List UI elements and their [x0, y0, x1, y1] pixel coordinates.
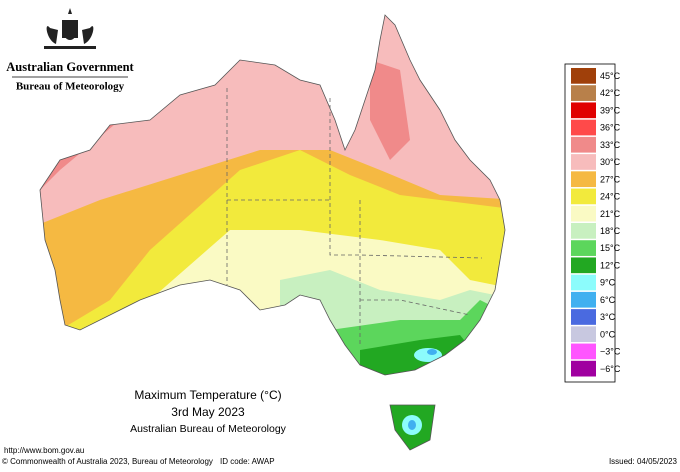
legend-swatch	[571, 291, 596, 308]
state-borders	[226, 88, 483, 345]
legend-label: 0°C	[600, 329, 616, 339]
legend-swatch	[571, 205, 596, 222]
legend-label: 15°C	[600, 243, 621, 253]
legend-swatch	[571, 240, 596, 256]
legend-label: 12°C	[600, 260, 621, 270]
footer-id: ID code: AWAP	[220, 457, 275, 466]
legend-swatch	[571, 102, 596, 119]
map-source: Australian Bureau of Meteorology	[130, 423, 287, 435]
legend-label: 27°C	[600, 174, 621, 184]
legend-label: −3°C	[600, 347, 621, 357]
legend-swatch	[571, 309, 596, 325]
legend-swatch	[571, 343, 596, 360]
legend-swatch	[571, 171, 596, 188]
coastline	[39, 14, 506, 451]
legend-label: 6°C	[600, 295, 616, 305]
legend-swatch	[571, 188, 596, 205]
legend-swatch	[571, 119, 596, 136]
map-date: 3rd May 2023	[171, 405, 245, 419]
footer-copyright: © Commonwealth of Australia 2023, Bureau…	[2, 457, 213, 466]
footer-issued: Issued: 04/05/2023	[609, 457, 678, 466]
legend-label: 24°C	[600, 192, 621, 202]
legend-label: 9°C	[600, 278, 616, 288]
legend-label: 33°C	[600, 140, 621, 150]
legend-label: 18°C	[600, 226, 621, 236]
legend-label: 21°C	[600, 209, 621, 219]
legend: 45°C 42°C 39°C 36°C 33°C 30°C 27°C 24°C 21°C 18°C…	[571, 68, 621, 377]
legend-swatch	[571, 136, 596, 153]
legend-swatch	[571, 326, 596, 343]
legend-swatch	[571, 68, 596, 84]
legend-swatch	[571, 274, 596, 291]
legend-swatch	[571, 223, 596, 239]
legend-label: 45°C	[600, 71, 621, 81]
footer-url: http://www.bom.gov.au	[4, 446, 84, 455]
government-name: Australian Government	[6, 60, 134, 74]
legend-label: −6°C	[600, 364, 621, 374]
legend-swatch	[571, 360, 596, 377]
legend-swatch	[571, 85, 596, 101]
legend-swatch	[571, 154, 596, 170]
legend-label: 42°C	[600, 88, 621, 98]
legend-swatch	[571, 257, 596, 274]
crest	[44, 8, 96, 49]
legend-label: 39°C	[600, 105, 621, 115]
map-title: Maximum Temperature (°C)	[134, 388, 281, 402]
legend-label: 30°C	[600, 157, 621, 167]
legend-label: 36°C	[600, 123, 621, 133]
bureau-name: Bureau of Meteorology	[16, 81, 125, 93]
legend-label: 3°C	[600, 312, 616, 322]
